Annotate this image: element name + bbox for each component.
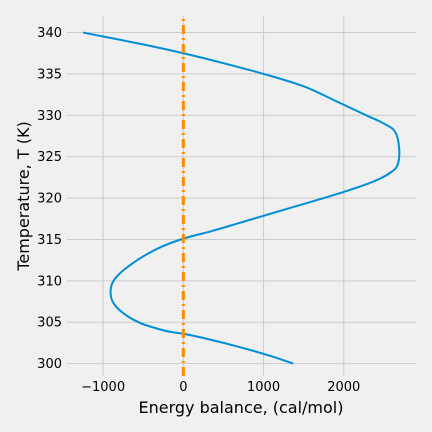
x-tick-label: −1000 [81, 380, 125, 395]
y-tick-label: 300 [37, 357, 62, 372]
y-tick-label: 305 [37, 316, 62, 331]
y-tick-label: 330 [37, 109, 62, 124]
y-tick-label: 315 [37, 233, 62, 248]
x-tick-label: 1000 [247, 380, 280, 395]
x-tick-label: 2000 [327, 380, 360, 395]
y-tick-label: 310 [37, 274, 62, 289]
tick-labels: −1000 0 1000 2000 300 305 310 315 320 325 330 335 34… [37, 26, 360, 395]
x-axis-label: Energy balance, (cal/mol) [138, 398, 343, 417]
y-axis-label: Temperature, T (K) [14, 121, 33, 271]
y-tick-label: 340 [37, 26, 62, 41]
y-tick-label: 335 [37, 67, 62, 82]
y-tick-label: 325 [37, 150, 62, 165]
series-layer [82, 16, 401, 376]
grid [67, 16, 416, 376]
series-line-energy-balance [82, 31, 401, 365]
y-tick-label: 320 [37, 192, 62, 207]
x-tick-label: 0 [179, 380, 187, 395]
